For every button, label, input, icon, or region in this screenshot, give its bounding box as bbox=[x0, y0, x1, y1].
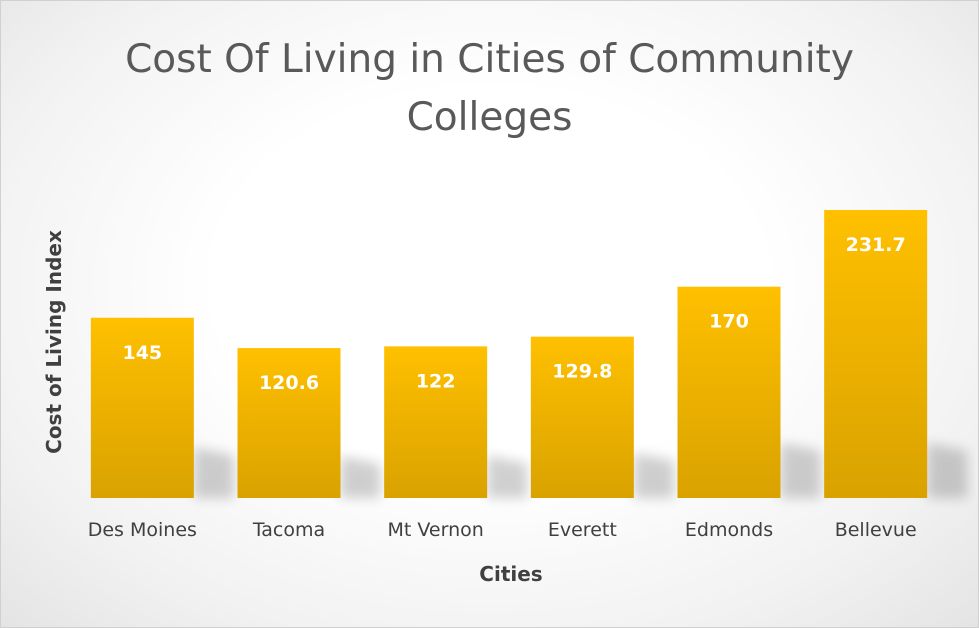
chart-title: Cost Of Living in Cities of Community Co… bbox=[125, 37, 854, 140]
data-label: 231.7 bbox=[846, 234, 906, 256]
bars-group bbox=[90, 210, 928, 498]
x-tick-label: Everett bbox=[548, 519, 617, 541]
x-axis-title: Cities bbox=[479, 562, 542, 586]
x-tick-label: Des Moines bbox=[88, 519, 197, 541]
bar-shadow bbox=[927, 443, 968, 498]
bar-mt-vernon bbox=[384, 346, 488, 498]
bar-edmonds bbox=[677, 286, 781, 498]
bar-everett bbox=[530, 336, 634, 498]
x-tick-label: Mt Vernon bbox=[388, 519, 484, 541]
y-axis-title: Cost of Living Index bbox=[42, 230, 66, 454]
data-label: 129.8 bbox=[552, 361, 612, 383]
bar-des-moines bbox=[90, 317, 194, 498]
x-tick-label: Tacoma bbox=[252, 519, 325, 541]
bar-shadow bbox=[340, 456, 381, 498]
bar-shadow bbox=[193, 447, 234, 498]
bar-shadow bbox=[487, 455, 528, 498]
x-tick-labels-group: Des Moines Tacoma Mt Vernon Everett Edmonds B… bbox=[88, 519, 917, 541]
bar-bellevue bbox=[824, 210, 928, 498]
data-label: 120.6 bbox=[259, 372, 319, 394]
data-labels-group: 145 120.6 122 129.8 170 231.7 bbox=[122, 234, 905, 394]
data-label: 170 bbox=[709, 311, 749, 333]
data-label: 122 bbox=[416, 370, 456, 392]
x-tick-label: Edmonds bbox=[685, 519, 773, 541]
bar-shadows bbox=[193, 443, 968, 498]
x-tick-label: Bellevue bbox=[835, 519, 917, 541]
bar-shadow bbox=[780, 443, 821, 498]
data-label: 145 bbox=[122, 342, 162, 364]
bar-shadow bbox=[633, 452, 674, 498]
bar-tacoma bbox=[237, 348, 341, 498]
